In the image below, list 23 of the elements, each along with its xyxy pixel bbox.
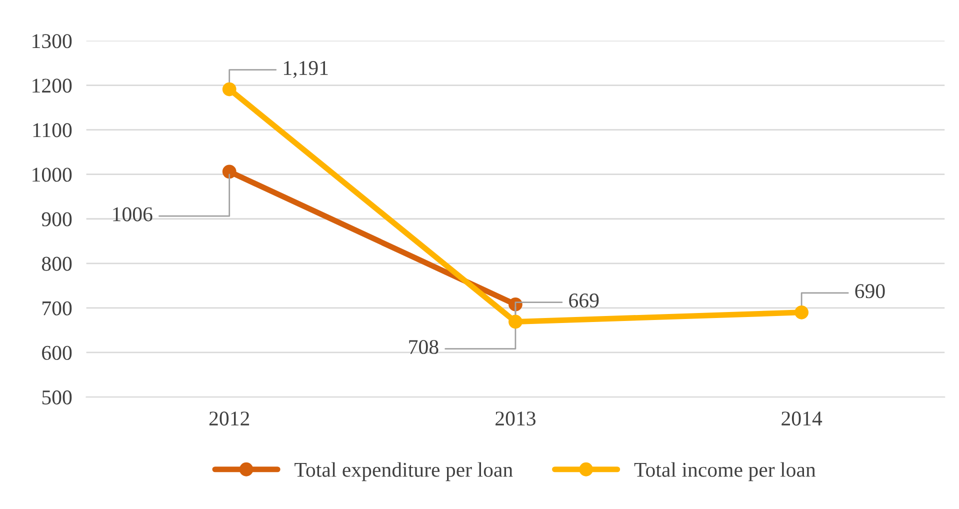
data-label: 708 [409,340,438,354]
data-label: 1,191 [284,61,328,78]
data-label: 669 [569,294,599,308]
data-label: 1006 [113,207,152,222]
y-tick-label: 600 [42,346,72,360]
y-tick-label: 1300 [32,34,72,48]
y-tick-label: 1100 [33,123,72,138]
legend-label: Total income per loan [634,462,816,482]
y-tick-label: 1200 [32,78,72,93]
y-tick-label: 900 [42,212,72,226]
point [222,164,236,179]
legend-label: Total expenditure per loan [294,462,513,482]
x-tick-label: 2014 [782,412,822,426]
y-tick-label: 700 [42,301,72,316]
point [508,314,522,329]
point [222,82,236,96]
x-tick-label: 2013 [496,412,536,426]
y-tick-label: 500 [42,390,72,404]
x-tick-label: 2012 [209,412,250,426]
y-tick-label: 1000 [32,168,72,182]
point [794,305,809,320]
y-tick-label: 800 [42,256,72,271]
data-label: 690 [855,284,885,298]
